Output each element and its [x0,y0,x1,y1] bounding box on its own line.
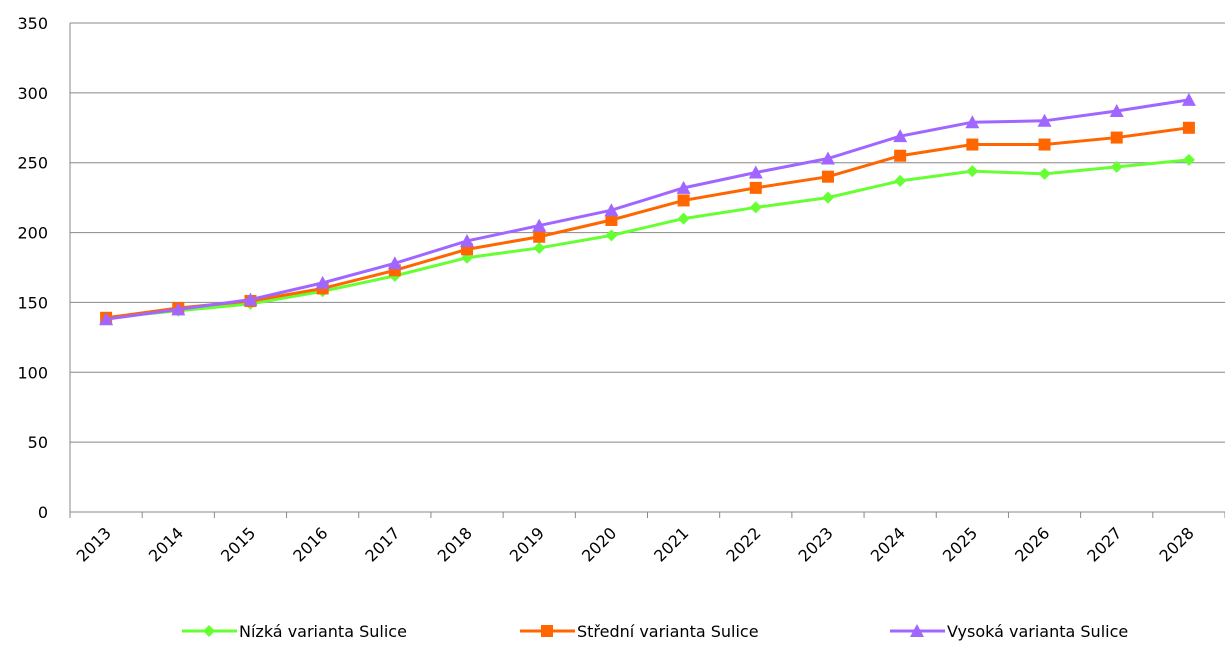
x-tick-label: 2022 [722,523,764,565]
y-tick-label: 150 [17,293,48,312]
marker [532,218,547,232]
marker [966,165,979,178]
x-tick-label: 2013 [73,523,115,565]
marker [1038,138,1051,151]
y-tick-label: 350 [17,14,48,33]
x-tick-label: 2028 [1156,523,1198,565]
x-tick-label: 2016 [289,523,331,565]
y-tick-label: 250 [17,154,48,173]
marker [605,213,618,226]
marker [460,233,475,247]
marker [387,256,402,270]
x-tick-label: 2025 [939,523,981,565]
marker [894,174,907,187]
series-line [105,126,1190,320]
marker [676,180,691,194]
marker [1182,153,1195,166]
y-tick-label: 300 [17,84,48,103]
y-tick-label: 0 [38,503,48,522]
marker [243,292,258,306]
marker [894,149,907,162]
marker [1038,167,1051,180]
marker [533,230,546,243]
marker [1037,113,1052,127]
marker [605,229,618,242]
marker [677,194,690,207]
x-tick-label: 2017 [361,523,403,565]
y-tick-label: 100 [17,363,48,382]
marker [749,201,762,214]
x-tick-label: 2023 [795,523,837,565]
marker [1182,121,1195,134]
marker [1109,104,1124,118]
marker [820,151,835,165]
marker [893,129,908,143]
marker [749,181,762,194]
marker [910,624,924,637]
x-tick-label: 2020 [578,523,620,565]
x-tick-label: 2019 [506,523,548,565]
marker [541,625,553,637]
x-tick-label: 2027 [1083,523,1125,565]
legend-label: Vysoká varianta Sulice [947,622,1128,641]
marker [203,625,215,637]
marker [965,115,980,129]
x-tick-label: 2018 [434,523,476,565]
y-tick-label: 200 [17,224,48,243]
marker [821,170,834,183]
marker [1110,131,1123,144]
x-tick-label: 2026 [1011,523,1053,565]
marker [99,312,114,326]
marker [171,302,186,316]
x-tick-label: 2015 [217,523,259,565]
marker [821,191,834,204]
marker [533,241,546,254]
series-line [105,98,1190,321]
marker [315,275,330,289]
marker [1110,160,1123,173]
x-tick-label: 2024 [867,523,909,565]
legend-label: Střední varianta Sulice [577,622,759,641]
marker [677,212,690,225]
marker [604,203,619,217]
x-tick-label: 2021 [650,523,692,565]
series-line [105,158,1190,320]
marker [966,138,979,151]
marker [1181,92,1196,106]
x-tick-label: 2014 [145,523,187,565]
legend-label: Nízká varianta Sulice [239,622,407,641]
y-tick-label: 50 [28,433,48,452]
marker [748,165,763,179]
